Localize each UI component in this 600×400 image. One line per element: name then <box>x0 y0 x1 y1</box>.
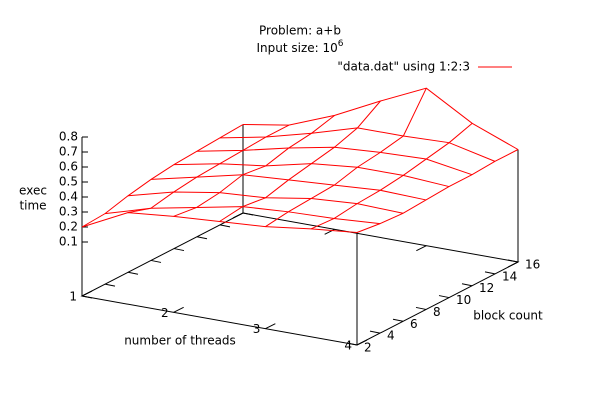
surface-line <box>196 146 473 176</box>
surface-line <box>310 122 473 230</box>
y-tick <box>392 318 404 322</box>
chart-subtitle: Input size: 106 <box>256 39 343 55</box>
subtitle-superscript: 6 <box>338 39 344 49</box>
y-tick <box>507 259 519 263</box>
z-tick-label: 0.5 <box>59 175 78 189</box>
surface-line <box>219 127 496 162</box>
y-tick <box>438 295 450 299</box>
y-tick <box>173 248 185 252</box>
x-tick <box>507 261 519 268</box>
surface-line <box>173 114 335 217</box>
y-axis-label: block count <box>473 309 543 323</box>
y-tick-label: 2 <box>364 341 372 355</box>
y-tick <box>484 271 496 275</box>
surface-line <box>356 149 519 233</box>
z-axis-label: time <box>19 199 46 213</box>
z-tick-label: 0.4 <box>59 190 78 204</box>
y-tick <box>150 259 162 263</box>
z-tick-label: 0.1 <box>59 235 78 249</box>
z-tick-label: 0.6 <box>59 160 78 174</box>
z-axis-label: exec <box>19 184 47 198</box>
z-tick-label: 0.3 <box>59 205 78 219</box>
y-tick-label: 10 <box>456 293 471 307</box>
y-tick-label: 8 <box>433 305 441 319</box>
legend-label: "data.dat" using 1:2:3 <box>337 60 470 74</box>
surface-line <box>127 124 290 214</box>
z-tick-label: 0.8 <box>59 130 78 144</box>
y-tick <box>242 212 254 216</box>
x-tick <box>356 339 368 346</box>
x-tick <box>81 290 93 297</box>
surface-line <box>242 87 519 150</box>
surface-line <box>81 212 358 233</box>
y-tick-label: 6 <box>410 317 418 331</box>
x-tick <box>232 212 244 219</box>
x-tick <box>265 323 276 330</box>
surface-line <box>81 124 244 228</box>
y-tick-label: 4 <box>387 329 395 343</box>
x-tick-label: 4 <box>344 339 352 353</box>
y-tick <box>346 342 358 346</box>
y-tick <box>369 330 381 334</box>
surface-line <box>219 100 381 222</box>
y-tick <box>104 283 116 287</box>
y-tick <box>415 306 427 310</box>
surface-line <box>173 163 450 188</box>
surface-line <box>127 191 404 214</box>
x-tick-label: 2 <box>161 306 169 320</box>
y-tick <box>127 271 139 275</box>
y-tick <box>81 295 93 299</box>
x-axis-label: number of threads <box>124 334 236 348</box>
x-tick <box>416 245 427 252</box>
chart-title: Problem: a+b <box>259 24 341 38</box>
surface-line <box>104 206 381 225</box>
x-tick-label: 3 <box>253 322 261 336</box>
x-tick <box>173 306 184 313</box>
y-tick-label: 16 <box>525 258 540 272</box>
y-tick <box>461 283 473 287</box>
surface-line <box>265 87 427 228</box>
surface-line <box>150 174 427 201</box>
x-tick-label: 1 <box>69 290 77 304</box>
y-tick <box>196 236 208 240</box>
z-tick-label: 0.2 <box>59 220 78 234</box>
y-tick-label: 14 <box>502 269 517 283</box>
z-tick-label: 0.7 <box>59 145 78 159</box>
y-tick <box>219 224 231 228</box>
subtitle-text: Input size: 10 <box>256 41 337 55</box>
y-tick-label: 12 <box>479 281 494 295</box>
